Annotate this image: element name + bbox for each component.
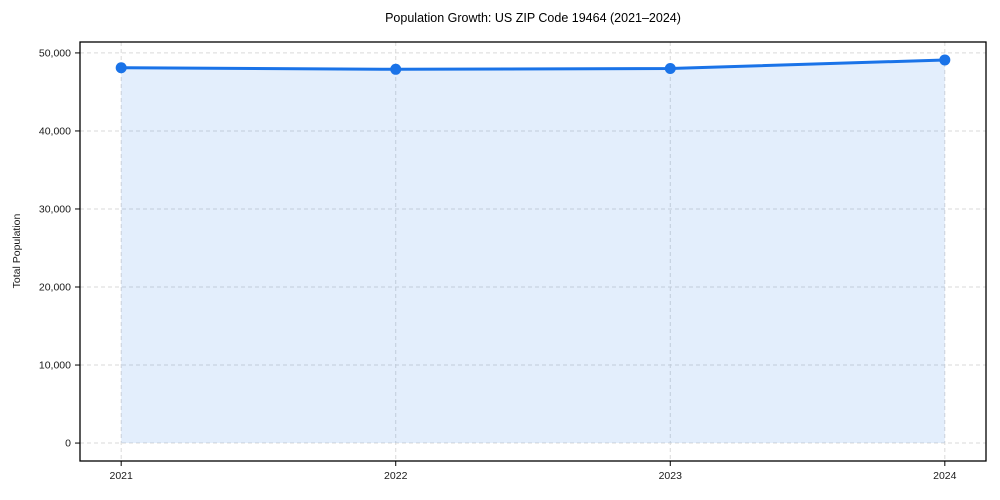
area-fill (121, 59, 945, 444)
data-point (939, 54, 951, 66)
data-point (664, 63, 676, 75)
x-tick-label: 2023 (659, 470, 683, 482)
x-tick-label: 2022 (384, 470, 408, 482)
y-tick-label: 40,000 (39, 126, 71, 138)
y-tick-label: 10,000 (39, 360, 71, 372)
x-tick-label: 2024 (933, 470, 957, 482)
y-tick-label: 50,000 (39, 48, 71, 60)
x-tick-label: 2021 (110, 470, 134, 482)
plot-border (79, 41, 987, 462)
y-tick-label: 20,000 (39, 282, 71, 294)
data-point (115, 62, 127, 74)
data-point (390, 63, 402, 75)
chart-title: Population Growth: US ZIP Code 19464 (20… (385, 11, 681, 25)
data-line (119, 58, 947, 71)
y-tick-label: 0 (65, 438, 71, 450)
y-tick-label: 30,000 (39, 204, 71, 216)
